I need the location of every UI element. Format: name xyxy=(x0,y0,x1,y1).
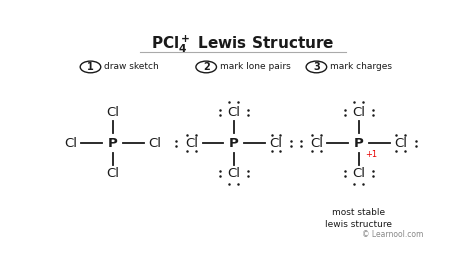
Text: Cl: Cl xyxy=(352,167,365,180)
Text: draw sketch: draw sketch xyxy=(104,62,159,72)
Text: P: P xyxy=(354,137,364,150)
Text: Cl: Cl xyxy=(148,137,161,150)
Text: Cl: Cl xyxy=(310,137,323,150)
Text: 3: 3 xyxy=(313,62,320,72)
Text: lewis structure: lewis structure xyxy=(325,220,392,229)
Text: +1: +1 xyxy=(365,150,377,159)
Text: mark charges: mark charges xyxy=(330,62,392,72)
Text: Cl: Cl xyxy=(64,137,77,150)
Text: P: P xyxy=(108,137,118,150)
Text: Cl: Cl xyxy=(185,137,198,150)
Text: Cl: Cl xyxy=(227,106,240,119)
Text: Cl: Cl xyxy=(270,137,283,150)
Text: $\mathbf{PCl_4^+}$ Lewis Structure: $\mathbf{PCl_4^+}$ Lewis Structure xyxy=(151,33,335,55)
Text: most stable: most stable xyxy=(332,208,385,217)
Text: 2: 2 xyxy=(203,62,210,72)
Text: Cl: Cl xyxy=(106,167,119,180)
Text: P: P xyxy=(229,137,238,150)
Text: 1: 1 xyxy=(87,62,94,72)
Text: © Learnool.com: © Learnool.com xyxy=(362,230,423,239)
Text: Cl: Cl xyxy=(227,167,240,180)
Text: Cl: Cl xyxy=(106,106,119,119)
Text: Cl: Cl xyxy=(352,106,365,119)
Text: mark lone pairs: mark lone pairs xyxy=(220,62,291,72)
Text: Cl: Cl xyxy=(394,137,407,150)
